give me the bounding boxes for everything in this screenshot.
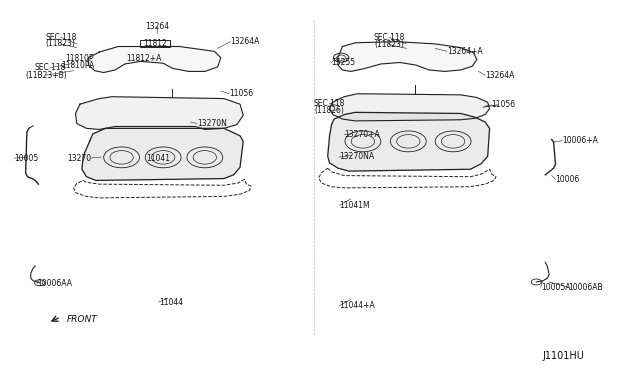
Text: 13264+A: 13264+A (447, 47, 483, 56)
Text: 10006: 10006 (556, 175, 580, 184)
Text: 13264: 13264 (145, 22, 169, 31)
Polygon shape (82, 128, 243, 180)
Text: 13264A: 13264A (230, 37, 260, 46)
Text: 10005A: 10005A (541, 283, 570, 292)
Text: 11044: 11044 (159, 298, 183, 307)
Text: 13270N: 13270N (197, 119, 227, 128)
Text: 11812+A: 11812+A (126, 54, 161, 63)
Text: SEC.118: SEC.118 (45, 33, 77, 42)
Text: 11056: 11056 (492, 100, 516, 109)
Text: 10005: 10005 (14, 154, 38, 163)
Text: 11041M: 11041M (339, 201, 370, 210)
Polygon shape (338, 42, 477, 71)
Bar (140, 40, 170, 47)
Text: 11056: 11056 (229, 89, 253, 98)
Text: 13270+A: 13270+A (344, 130, 380, 139)
Polygon shape (328, 112, 490, 171)
Text: 10006AA: 10006AA (37, 279, 72, 288)
Text: FRONT: FRONT (67, 315, 98, 324)
Text: 13270: 13270 (67, 154, 91, 163)
Text: SEC.118: SEC.118 (34, 63, 66, 72)
Text: 13270NA: 13270NA (339, 153, 374, 161)
Text: SEC.118: SEC.118 (373, 33, 405, 42)
Text: 11810P: 11810P (65, 54, 94, 63)
Text: 11810PA: 11810PA (61, 61, 94, 70)
Text: 11812: 11812 (143, 39, 167, 48)
Text: (11823): (11823) (374, 40, 404, 49)
Text: 11044+A: 11044+A (339, 301, 375, 310)
Text: SEC.118: SEC.118 (314, 99, 346, 108)
Text: 13264A: 13264A (485, 71, 515, 80)
Text: (11B23+B): (11B23+B) (25, 71, 67, 80)
Polygon shape (76, 97, 243, 129)
Text: (11823): (11823) (46, 39, 76, 48)
Text: 11041: 11041 (146, 154, 170, 163)
Text: J1101HU: J1101HU (542, 352, 584, 361)
Text: 15255: 15255 (332, 58, 356, 67)
Text: (11826): (11826) (315, 106, 344, 115)
Text: 10006AB: 10006AB (568, 283, 603, 292)
Polygon shape (88, 46, 221, 73)
Polygon shape (330, 94, 490, 121)
Text: 10006+A: 10006+A (562, 136, 598, 145)
